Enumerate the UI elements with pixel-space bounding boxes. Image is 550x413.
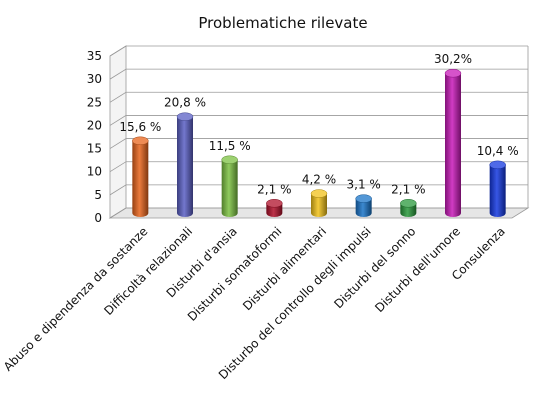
y-tick-label: 25 [87, 95, 102, 109]
bar-body [221, 159, 238, 217]
bar-body [177, 116, 193, 217]
chart-title: Problematiche rilevate [198, 14, 367, 32]
gridline [109, 91, 528, 103]
y-tick-label: 5 [94, 188, 102, 202]
plot-area [108, 45, 530, 219]
x-tick-label: Difficoltà relazionali [101, 224, 195, 318]
data-label: 2,1 % [391, 182, 425, 196]
bar-top [400, 199, 417, 208]
bars [132, 68, 506, 218]
bar [176, 112, 194, 217]
y-tick-label: 20 [87, 118, 102, 132]
data-label: 20,8 % [164, 96, 206, 110]
data-label: 3,1 % [347, 178, 381, 192]
bar [132, 136, 149, 217]
gridline [109, 207, 528, 219]
data-label: 30,2% [434, 52, 472, 66]
x-tick-label: Disturbi dell'umore [372, 224, 463, 315]
bar [221, 155, 238, 217]
bar-top [132, 136, 149, 146]
x-tick-label: Disturbi del sonno [331, 224, 418, 311]
bar-top [310, 189, 328, 198]
bar-top [489, 160, 506, 170]
bar [266, 199, 283, 217]
bar [355, 194, 372, 217]
gridline [109, 115, 528, 126]
bar-top [444, 68, 462, 78]
gridline [109, 68, 528, 80]
y-tick-label: 35 [87, 49, 102, 63]
bar-top [355, 194, 372, 203]
gridline [109, 184, 528, 196]
gridline [109, 161, 528, 173]
data-label: 11,5 % [209, 139, 251, 153]
bar-body [489, 164, 506, 217]
x-tick-label: Disturbi alimentari [240, 224, 329, 313]
y-tick-label: 10 [87, 165, 102, 179]
bar [489, 160, 506, 217]
data-label: 15,6 % [119, 120, 161, 134]
bar-top [176, 112, 194, 121]
y-tick-label: 30 [87, 72, 102, 86]
gridline [109, 45, 528, 57]
y-tick-label: 15 [87, 142, 102, 156]
data-label: 10,4 % [477, 144, 519, 158]
data-label: 2,1 % [257, 182, 291, 196]
data-label: 4,2 % [302, 173, 336, 187]
bar-body [311, 193, 327, 217]
bar-top [221, 155, 238, 165]
bar [310, 189, 328, 217]
bar-body [355, 198, 372, 217]
gridline [109, 138, 528, 149]
bar [400, 199, 417, 217]
y-tick-label: 0 [94, 211, 102, 225]
bar-body [132, 140, 149, 217]
bar [444, 68, 462, 218]
bar-body [445, 73, 461, 218]
bar-top [266, 199, 283, 208]
